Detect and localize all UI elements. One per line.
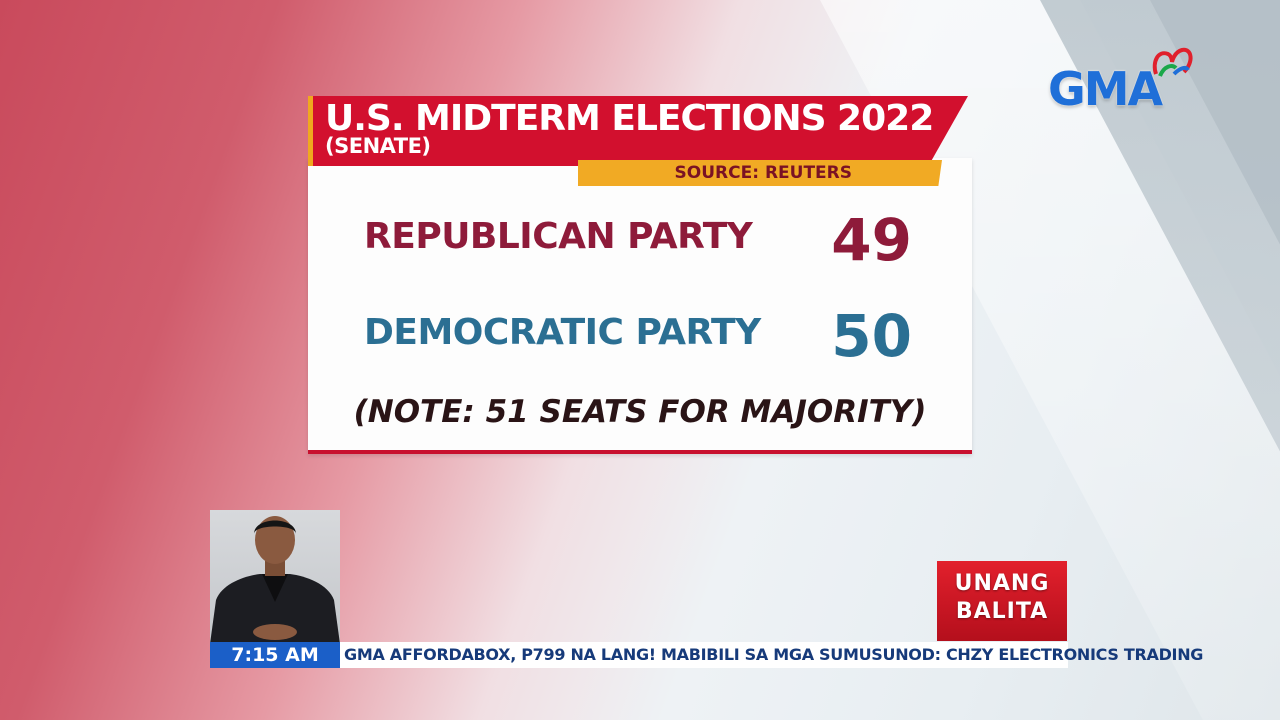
title-bar: U.S. MIDTERM ELECTIONS 2022 (SENATE) [308, 96, 968, 166]
republican-row: REPUBLICAN PARTY 49 [364, 206, 924, 276]
card-title: U.S. MIDTERM ELECTIONS 2022 [325, 98, 934, 139]
source-bar: SOURCE: REUTERS [578, 160, 942, 186]
time-display: 7:15 AM [210, 642, 340, 668]
news-ticker: 7:15 AM GMA AFFORDABOX, P799 NA LANG! MA… [210, 642, 1203, 668]
sign-language-interpreter [210, 510, 340, 644]
gma-logo: GMA [1048, 62, 1163, 116]
election-results-card: U.S. MIDTERM ELECTIONS 2022 (SENATE) SOU… [308, 96, 972, 458]
card-subtitle: (SENATE) [325, 134, 431, 158]
republican-seats: 49 [831, 206, 912, 274]
interpreter-figure [210, 516, 340, 644]
democratic-row: DEMOCRATIC PARTY 50 [364, 302, 924, 372]
unang-balita-logo: UNANG BALITA [937, 561, 1067, 641]
democratic-label: DEMOCRATIC PARTY [364, 312, 761, 353]
show-logo-line-2: BALITA [955, 599, 1049, 624]
show-logo-line-1: UNANG [954, 571, 1050, 596]
gma-heart-icon [1152, 47, 1193, 77]
democratic-seats: 50 [831, 302, 912, 370]
ticker-text: GMA AFFORDABOX, P799 NA LANG! MABIBILI S… [344, 645, 1204, 664]
card-body [308, 158, 972, 454]
source-label: SOURCE: REUTERS [674, 163, 852, 183]
republican-label: REPUBLICAN PARTY [364, 216, 753, 257]
majority-note: (NOTE: 51 SEATS FOR MAJORITY) [353, 394, 927, 430]
